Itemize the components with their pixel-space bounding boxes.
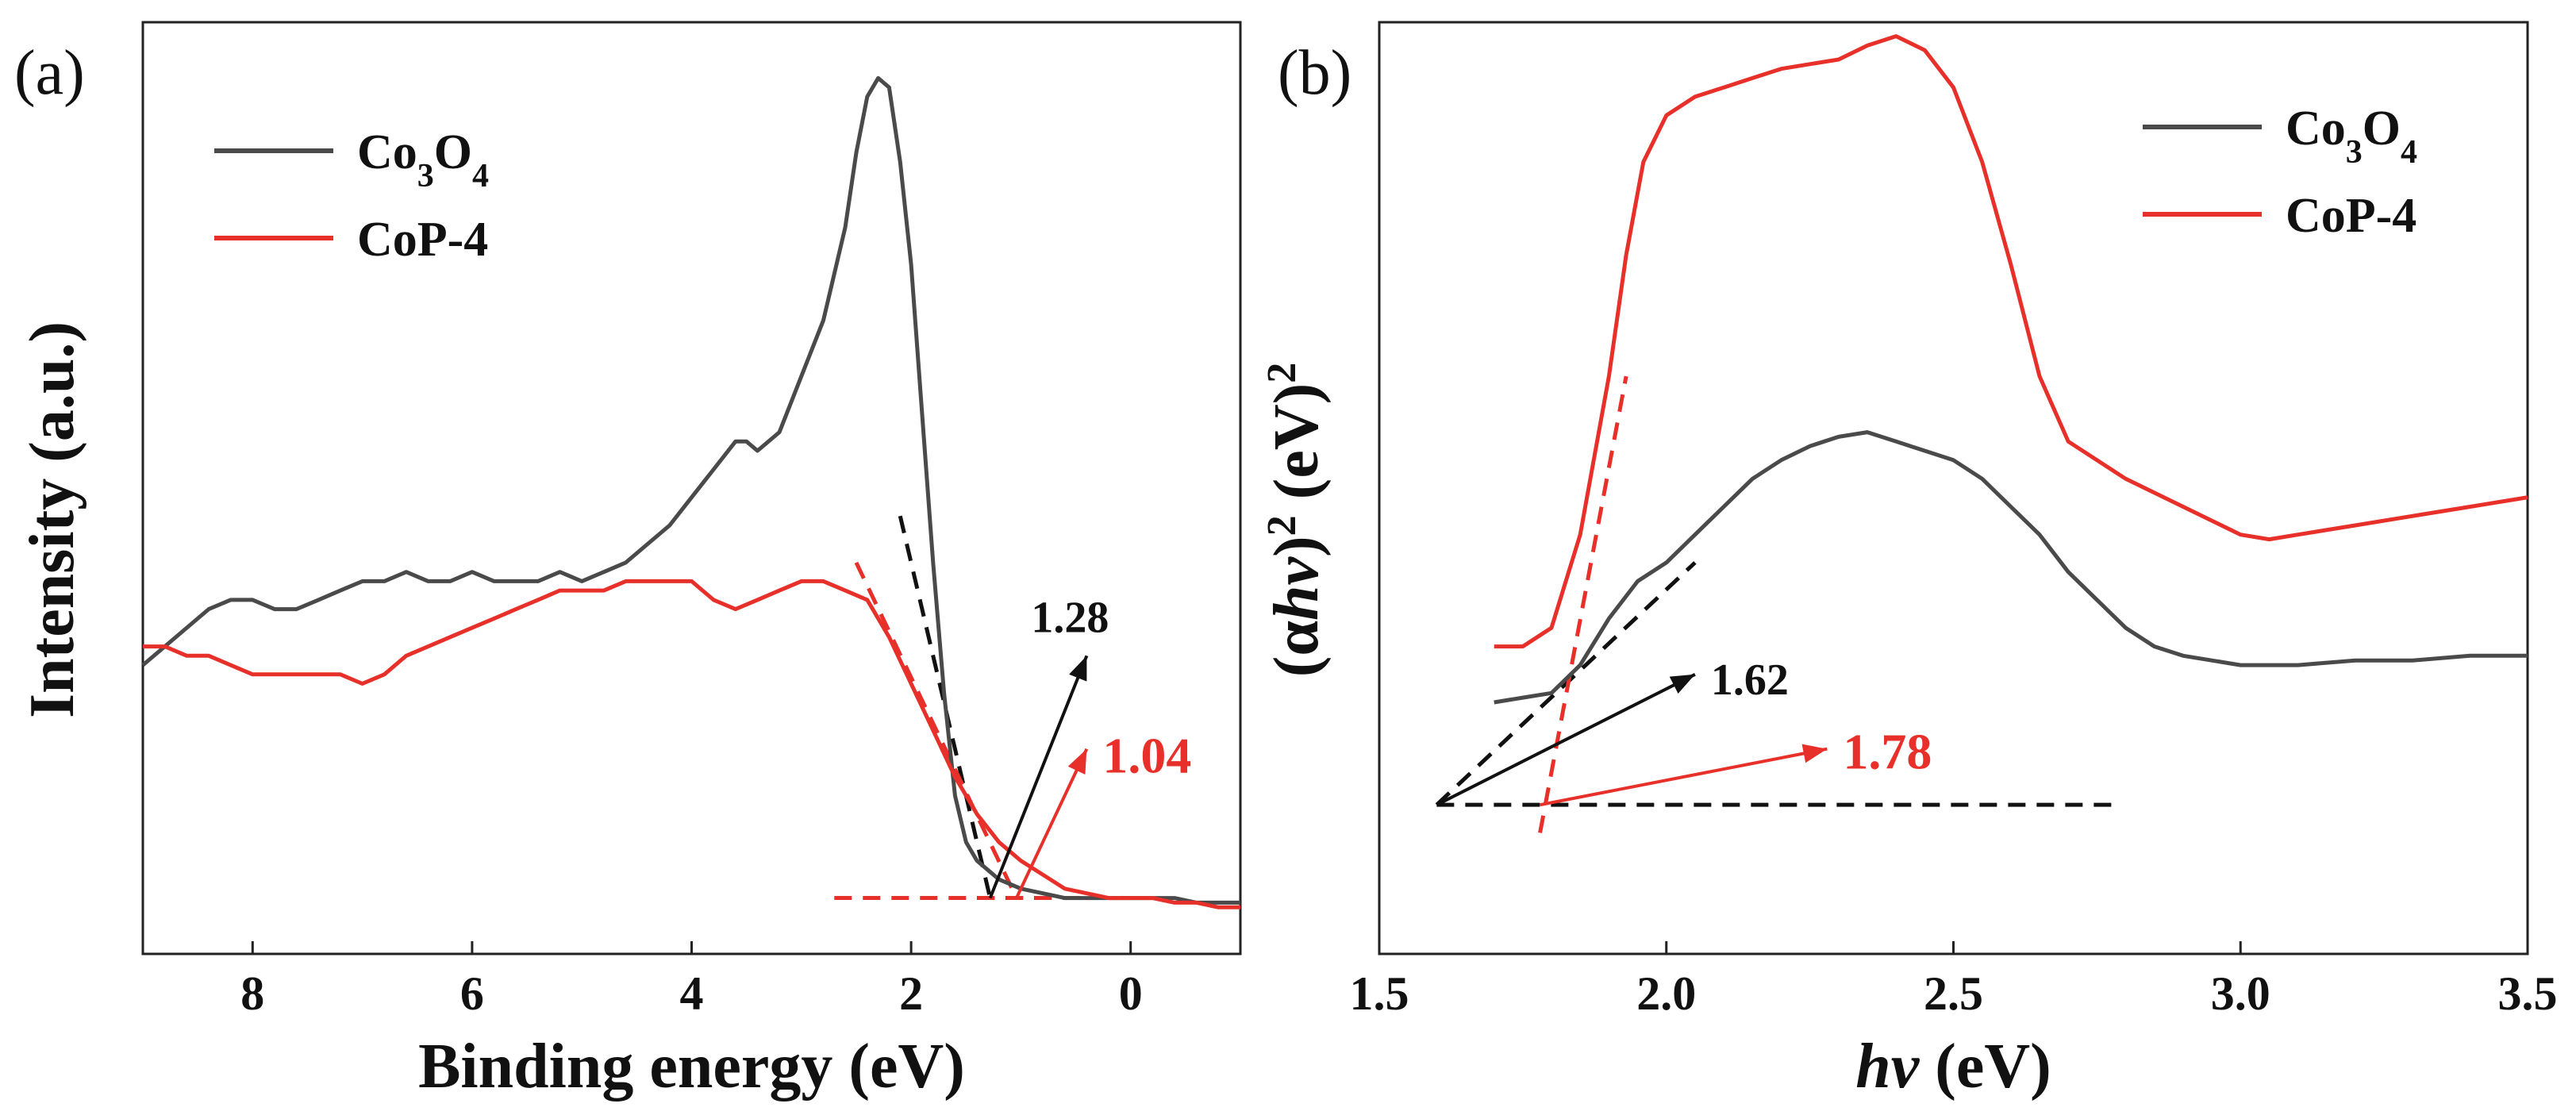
x-tick-label: 1.5 — [1350, 967, 1409, 1020]
y-axis-label-part: (eV) — [1262, 383, 1332, 516]
panel-label: (a) — [14, 38, 85, 108]
legend-subscript: 3 — [2346, 134, 2363, 171]
value-annotation: 1.04 — [1102, 728, 1191, 784]
legend-subscript: 3 — [417, 158, 434, 194]
y-axis-label-part: 2 — [1259, 363, 1305, 383]
legend-text: Co — [357, 125, 417, 179]
series-line-cop-4 — [1494, 34, 2528, 649]
x-tick-label: 2.5 — [1924, 967, 1983, 1020]
x-tick-label: 2.0 — [1636, 967, 1696, 1020]
legend-subscript: 4 — [472, 158, 489, 194]
tangent-line — [898, 515, 993, 899]
legend-label: Co3O4 — [357, 125, 489, 194]
legend: Co3O4 CoP-4 — [2143, 102, 2417, 243]
x-tick-label: 6 — [460, 967, 484, 1020]
y-axis-label-part: ) — [1262, 536, 1332, 557]
tangent-line — [1538, 375, 1628, 833]
value-annotation: 1.78 — [1843, 724, 1932, 780]
arrow-head — [1801, 744, 1828, 763]
tangent-line — [1435, 561, 1697, 806]
series-line-co3o4 — [1494, 430, 2528, 705]
legend-label: Co3O4 — [2286, 102, 2417, 171]
arrow-head — [1069, 656, 1087, 682]
legend-text: O — [434, 125, 472, 179]
arrow-head — [1669, 674, 1695, 694]
x-axis-label: Binding energy (eV) — [418, 1032, 965, 1102]
x-axis-label-unit: (eV) — [1919, 1032, 2051, 1102]
legend-subscript: 4 — [2401, 134, 2417, 171]
x-tick-label: 3.5 — [2498, 967, 2558, 1020]
x-tick-label: 3.0 — [2211, 967, 2270, 1020]
value-annotation: 1.28 — [1031, 593, 1109, 642]
series-line-co3o4 — [141, 75, 1240, 905]
x-axis-label: hv (eV) — [1855, 1032, 2051, 1102]
x-tick-label: 8 — [240, 967, 264, 1020]
value-annotation: 1.62 — [1711, 656, 1789, 705]
y-axis-label: Intensity (a.u.) — [17, 321, 87, 718]
panel-a: (a) 8 6 4 2 0 Binding energy (eV) Intensity (a.… — [14, 21, 1242, 1102]
arrow-shaft — [1540, 747, 1828, 807]
x-tick-label: 2 — [899, 967, 923, 1020]
arrow-shaft — [1015, 748, 1089, 899]
arrow-shaft — [1436, 673, 1696, 806]
legend: Co3O4 CoP-4 — [214, 125, 489, 267]
y-axis-label-part: hv — [1262, 556, 1332, 620]
legend-label: CoP-4 — [357, 213, 488, 267]
legend-text: O — [2363, 102, 2401, 156]
tangent-line — [854, 561, 1019, 899]
y-axis-label-part: (α — [1262, 621, 1332, 677]
legend-label: CoP-4 — [2286, 189, 2416, 243]
panel-label: (b) — [1278, 38, 1351, 108]
legend-text: Co — [2286, 102, 2346, 156]
x-tick-label: 4 — [680, 967, 704, 1020]
arrow-head — [1067, 748, 1087, 775]
panel-b: (b)1.5 2.0 2.5 3.0 3.5hv (eV)(αhv)2 (eV)21.6… — [1259, 21, 2558, 1102]
plot-frame — [141, 21, 1242, 955]
x-tick-label: 0 — [1119, 967, 1143, 1020]
series-line-cop-4 — [143, 579, 1240, 909]
y-axis-label-part: 2 — [1259, 515, 1305, 536]
y-axis-label: (αhv)2 (eV)2 — [1259, 363, 1332, 678]
x-axis-label-symbol: hv — [1855, 1032, 1920, 1102]
arrow-shaft — [988, 655, 1089, 899]
